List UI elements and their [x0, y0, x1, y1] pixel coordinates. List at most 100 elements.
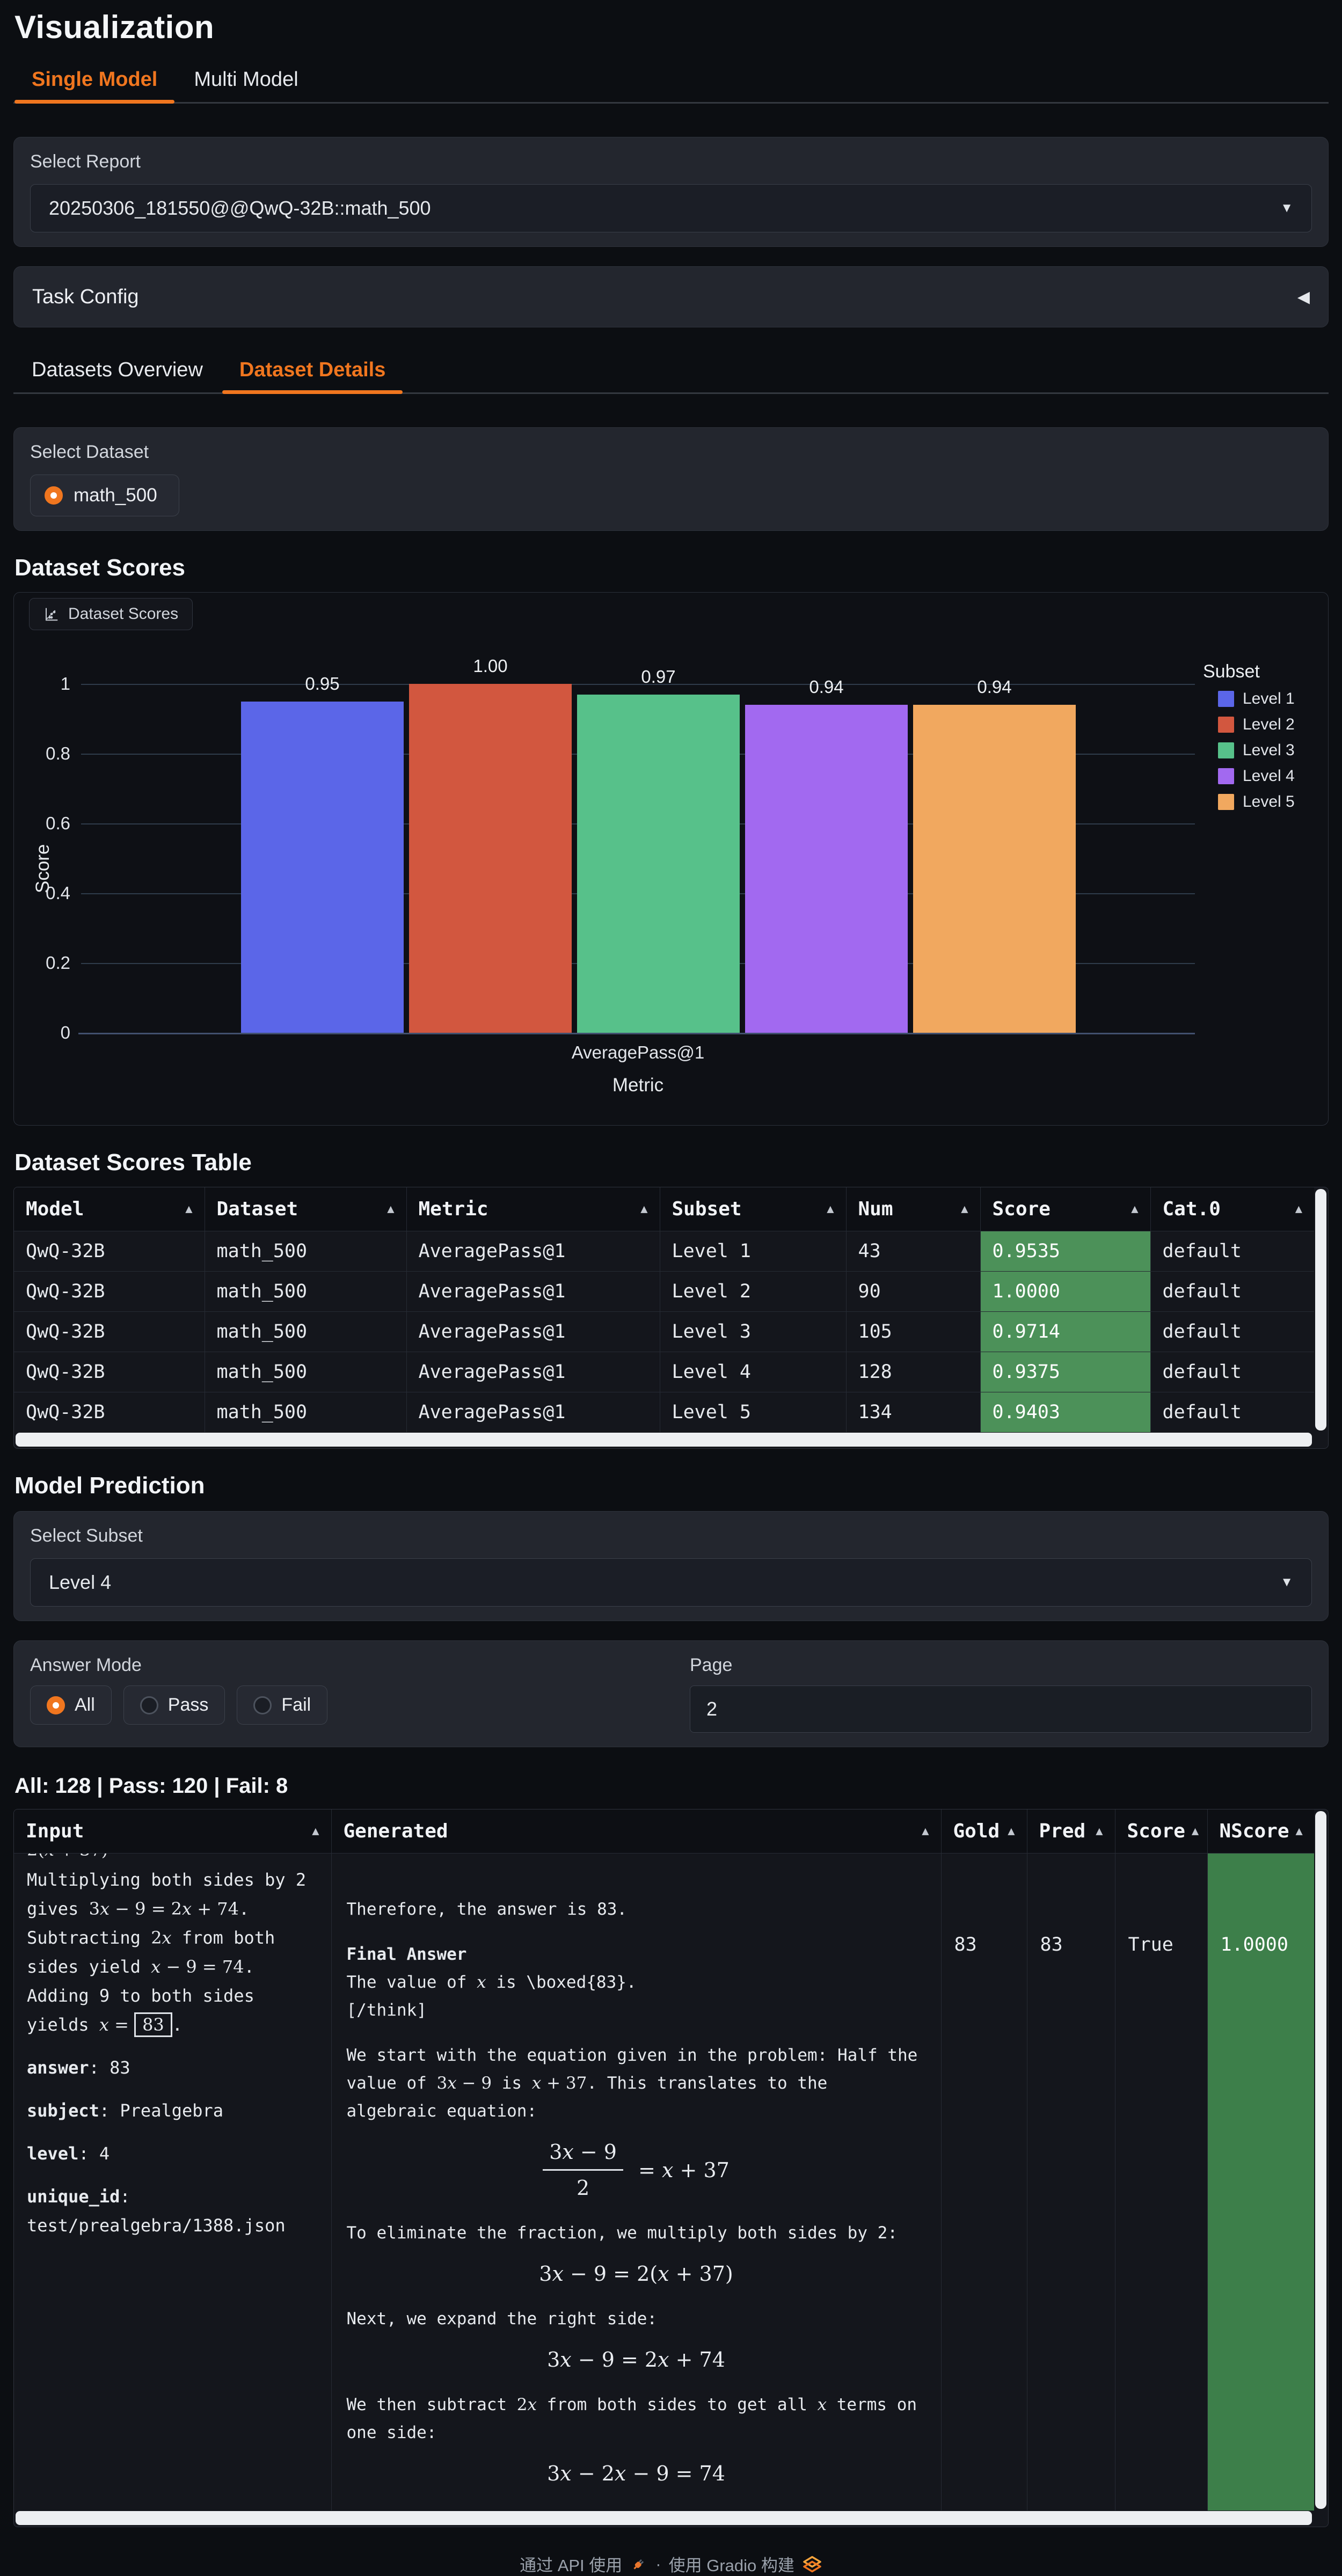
table-cell: 43 — [846, 1231, 981, 1272]
input-field-unique_id: unique_id: test/prealgebra/1388.json — [27, 2186, 286, 2236]
legend-item: Level 4 — [1218, 767, 1295, 785]
table-cell: QwQ-32B — [14, 1231, 205, 1272]
table-cell: QwQ-32B — [14, 1352, 205, 1392]
horizontal-scrollbar[interactable] — [16, 2511, 1312, 2525]
dataset-radio-label: math_500 — [74, 485, 157, 506]
column-header-score[interactable]: Score ▲ — [980, 1187, 1151, 1231]
column-header-nscore[interactable]: NScore ▲ — [1207, 1809, 1314, 1853]
legend-item: Level 3 — [1218, 741, 1295, 760]
table-cell: math_500 — [205, 1392, 407, 1432]
sort-icon[interactable]: ▲ — [1096, 1825, 1103, 1838]
dataset-scores-heading: Dataset Scores — [14, 554, 185, 581]
x-axis-tick-label: AveragePass@1 — [571, 1042, 705, 1062]
footer-api-text[interactable]: 通过 API 使用 — [520, 2556, 623, 2575]
sort-icon[interactable]: ▲ — [1295, 1825, 1303, 1838]
answer-mode-page-panel: Answer Mode All Pass Fail Page — [13, 1640, 1329, 1747]
counts-line: All: 128 | Pass: 120 | Fail: 8 — [14, 1774, 288, 1798]
footer-gradio-link[interactable]: 使用 Gradio 构建 — [668, 2556, 794, 2575]
horizontal-scrollbar[interactable] — [16, 1433, 1312, 1447]
generated-para: Therefore, the answer is 83. — [346, 1900, 628, 1919]
radio-icon — [140, 1696, 158, 1714]
bar-level-2 — [409, 684, 572, 1033]
table-cell: math_500 — [205, 1271, 407, 1312]
select-dataset-panel: Select Dataset math_500 — [13, 427, 1329, 531]
table-cell: AveragePass@1 — [406, 1271, 660, 1312]
dataset-scores-chart: Dataset Scores 1 0.8 0.6 0.4 0.2 0 0.95 1.00 0.9… — [13, 592, 1329, 1126]
report-dropdown[interactable]: 20250306_181550@@QwQ-32B::math_500 ▼ — [30, 184, 1312, 232]
table-cell: 0.9714 — [980, 1311, 1151, 1352]
subset-dropdown-value: Level 4 — [49, 1571, 112, 1593]
column-header-num[interactable]: Num ▲ — [846, 1187, 981, 1231]
input-text: Multiplying both sides by 2 gives 3x − 9 … — [27, 1865, 318, 2039]
tab-multi-model[interactable]: Multi Model — [194, 68, 298, 91]
tab-dataset-details[interactable]: Dataset Details — [221, 350, 404, 394]
sort-icon[interactable]: ▲ — [1131, 1202, 1139, 1216]
tab-single-model[interactable]: Single Model — [13, 60, 176, 104]
sort-icon[interactable]: ▲ — [1295, 1202, 1302, 1216]
answer-mode-all[interactable]: All — [30, 1685, 112, 1725]
table-cell: AveragePass@1 — [406, 1231, 660, 1272]
table-cell: 105 — [846, 1311, 981, 1352]
column-header-model[interactable]: Model ▲ — [14, 1187, 205, 1231]
report-dropdown-value: 20250306_181550@@QwQ-32B::math_500 — [49, 197, 431, 219]
column-header-dataset[interactable]: Dataset ▲ — [205, 1187, 407, 1231]
sort-icon[interactable]: ▲ — [185, 1202, 193, 1216]
generated-para: We then subtract 2x from both sides to g… — [346, 2395, 917, 2442]
task-config-accordion[interactable]: Task Config ◀ — [13, 266, 1329, 327]
answer-mode-pass[interactable]: Pass — [123, 1685, 225, 1725]
generated-para: Next, we expand the right side: — [346, 2309, 658, 2329]
column-header-cat-0[interactable]: Cat.0 ▲ — [1150, 1187, 1314, 1231]
sort-icon[interactable]: ▲ — [1008, 1825, 1015, 1838]
table-cell: QwQ-32B — [14, 1271, 205, 1312]
page-label: Page — [690, 1655, 733, 1675]
x-axis-line — [78, 1033, 1195, 1034]
sort-icon[interactable]: ▲ — [922, 1825, 929, 1838]
column-header-metric[interactable]: Metric ▲ — [406, 1187, 660, 1231]
table-row: QwQ-32B math_500 AveragePass@1 Level 2 90 1.0… — [14, 1271, 1314, 1312]
bar-value-label: 0.94 — [977, 677, 1012, 697]
column-header-score[interactable]: Score ▲ — [1115, 1809, 1208, 1853]
tab-datasets-overview[interactable]: Datasets Overview — [32, 359, 203, 381]
legend-swatch-icon — [1218, 717, 1234, 733]
sort-icon[interactable]: ▲ — [640, 1202, 648, 1216]
sort-icon[interactable]: ▲ — [1191, 1825, 1199, 1838]
table-cell: AveragePass@1 — [406, 1392, 660, 1432]
radio-selected-icon — [45, 486, 63, 505]
legend-item: Level 5 — [1218, 793, 1295, 811]
dataset-tabs: Datasets Overview Dataset Details — [13, 350, 1329, 394]
y-axis-tick-label: 0.4 — [46, 883, 70, 903]
y-axis-tick-label: 0 — [60, 1023, 70, 1042]
pred-cell: 83 — [1027, 1853, 1115, 2511]
column-header-gold[interactable]: Gold ▲ — [941, 1809, 1027, 1853]
sort-icon[interactable]: ▲ — [387, 1202, 395, 1216]
plot-type-chip[interactable]: Dataset Scores — [29, 598, 193, 630]
table-cell: 90 — [846, 1271, 981, 1312]
sort-icon[interactable]: ▲ — [961, 1202, 968, 1216]
bar-value-label: 0.94 — [809, 677, 844, 697]
table-cell: Level 4 — [660, 1352, 847, 1392]
page-input[interactable] — [690, 1685, 1312, 1733]
table-row: QwQ-32B math_500 AveragePass@1 Level 1 43 0.9… — [14, 1231, 1314, 1272]
select-subset-label: Select Subset — [30, 1526, 143, 1546]
answer-mode-fail[interactable]: Fail — [237, 1685, 328, 1725]
dataset-radio-math-500[interactable]: math_500 — [30, 475, 179, 516]
bar-value-label: 0.95 — [305, 673, 340, 694]
table-row: QwQ-32B math_500 AveragePass@1 Level 5 134 0.… — [14, 1392, 1314, 1432]
column-header-pred[interactable]: Pred ▲ — [1027, 1809, 1115, 1853]
column-header-input[interactable]: Input ▲ — [14, 1809, 332, 1853]
column-header-generated[interactable]: Generated ▲ — [331, 1809, 942, 1853]
vertical-scrollbar[interactable] — [1315, 1811, 1326, 2509]
sort-icon[interactable]: ▲ — [827, 1202, 834, 1216]
vertical-scrollbar[interactable] — [1315, 1189, 1326, 1431]
subset-dropdown[interactable]: Level 4 ▼ — [30, 1558, 1312, 1607]
gridline — [81, 684, 1195, 685]
table-cell: Level 3 — [660, 1311, 847, 1352]
main-tabs: Single Model Multi Model — [13, 60, 1329, 104]
dataset-scores-table-heading: Dataset Scores Table — [14, 1149, 252, 1176]
sort-icon[interactable]: ▲ — [312, 1825, 319, 1838]
input-cell: 2(x + 37) Multiplying both sides by 2 giv… — [14, 1853, 332, 2511]
select-report-label: Select Report — [30, 151, 141, 172]
table-cell: 0.9375 — [980, 1352, 1151, 1392]
input-line: Adding 9 to both sides — [27, 1986, 254, 2006]
column-header-subset[interactable]: Subset ▲ — [660, 1187, 847, 1231]
